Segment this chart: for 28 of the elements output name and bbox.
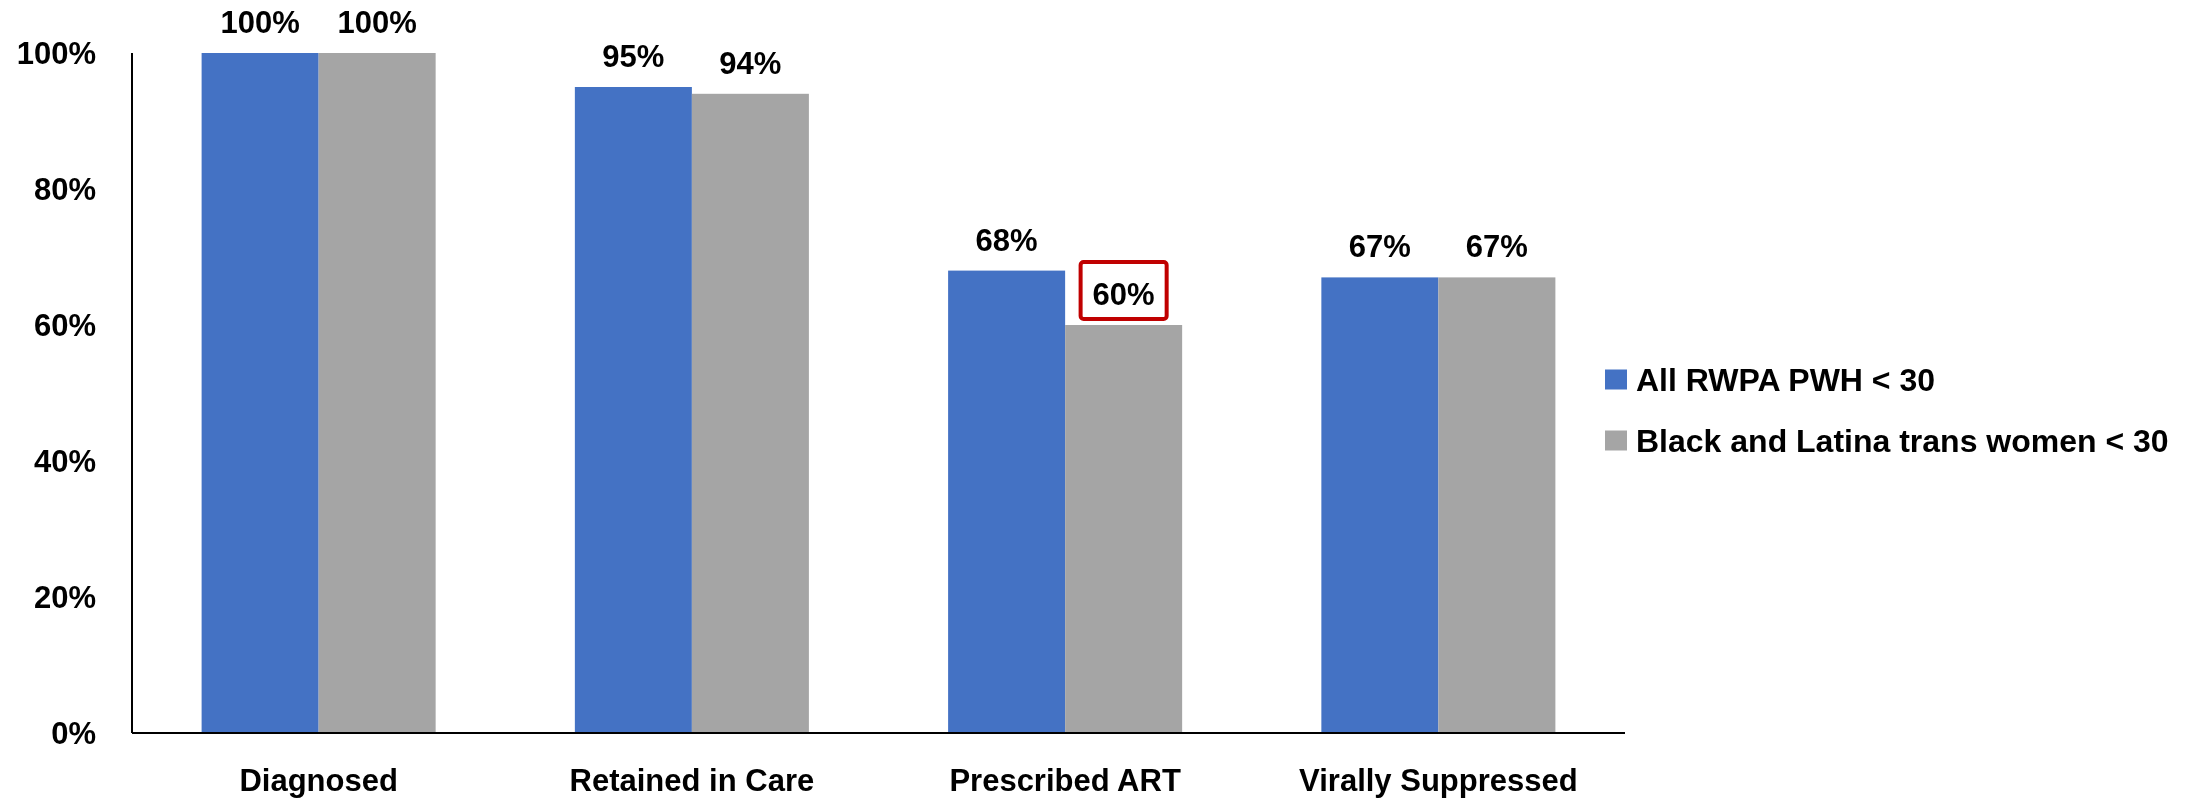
- data-label: 67%: [1348, 229, 1411, 265]
- data-label: 100%: [337, 5, 417, 40]
- bar: [318, 53, 436, 733]
- bar: [691, 93, 809, 733]
- x-tick-label: Prescribed ART: [949, 763, 1181, 798]
- bar: [574, 87, 692, 733]
- x-tick-label: Diagnosed: [239, 763, 398, 798]
- data-label: 100%: [220, 5, 300, 40]
- annotation: 60%: [1092, 277, 1155, 312]
- data-label: 68%: [975, 222, 1038, 258]
- legend-label: Black and Latina trans women < 30: [1636, 422, 2169, 459]
- y-tick-label: 100%: [16, 35, 96, 71]
- y-tick-label: 20%: [33, 579, 96, 615]
- x-tick-label: Virally Suppressed: [1299, 763, 1578, 798]
- data-label: 95%: [602, 39, 665, 74]
- data-label: 67%: [1465, 229, 1528, 265]
- bar: [1065, 325, 1183, 733]
- bar: [948, 270, 1066, 733]
- y-tick-label: 60%: [33, 307, 96, 343]
- bar: [1321, 277, 1439, 733]
- bar: [201, 53, 319, 733]
- y-tick-label: 80%: [33, 171, 96, 207]
- legend-label: All RWPA PWH < 30: [1636, 361, 1936, 398]
- x-tick-label: Retained in Care: [569, 763, 815, 798]
- data-label: 94%: [719, 45, 782, 81]
- bar: [1438, 277, 1556, 733]
- y-tick-label: 0%: [51, 715, 96, 751]
- y-tick-label: 40%: [33, 443, 96, 479]
